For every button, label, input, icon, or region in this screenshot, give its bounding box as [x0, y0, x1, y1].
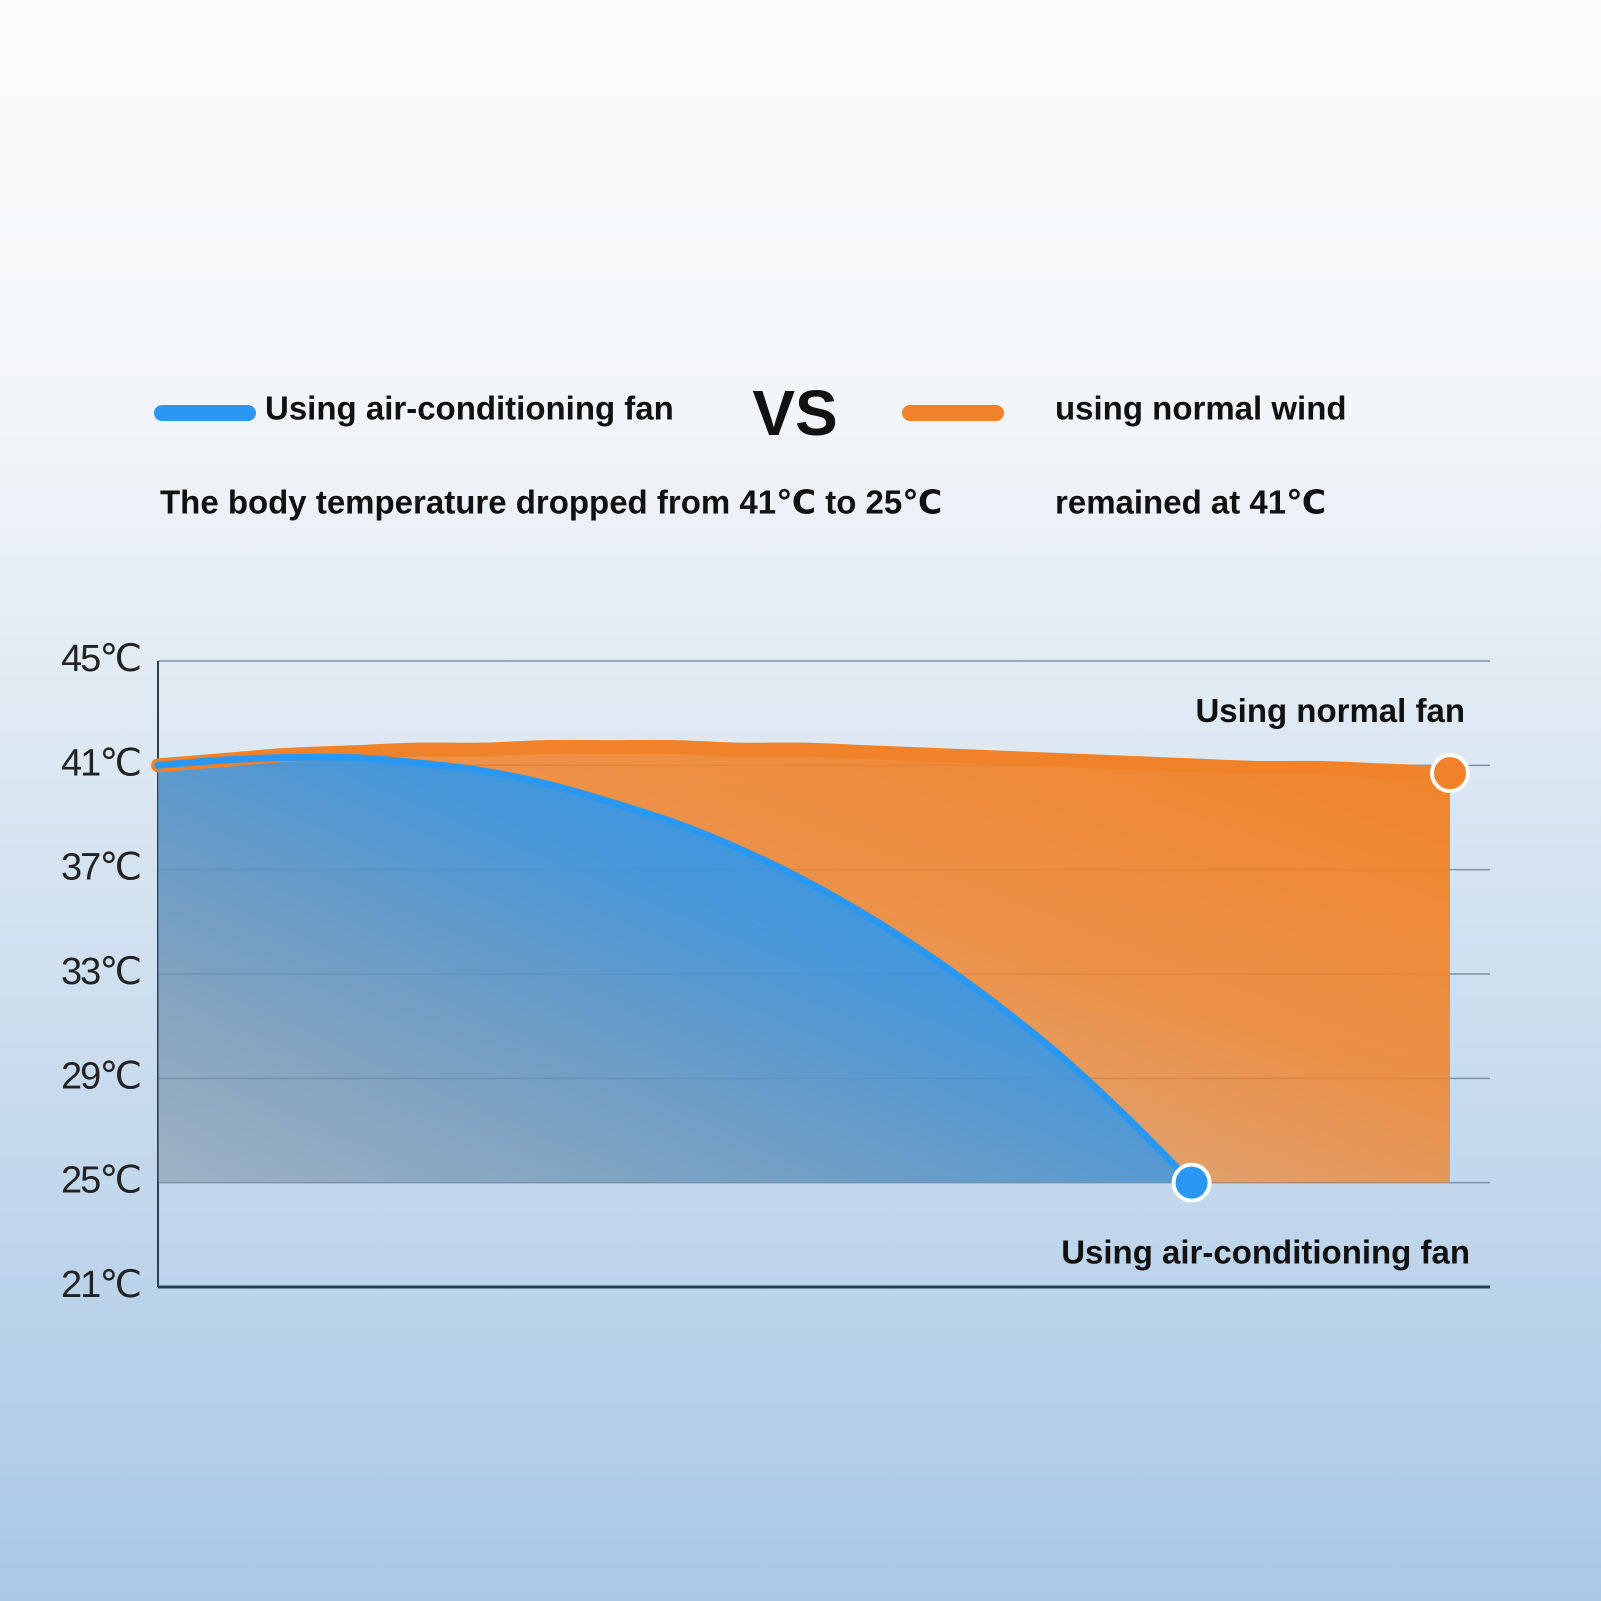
y-tick-label: 33℃: [61, 951, 140, 993]
end-marker: [1171, 1162, 1212, 1203]
end-marker: [1430, 753, 1470, 794]
y-tick-label: 29℃: [61, 1055, 140, 1097]
y-tick-label: 37℃: [61, 847, 140, 889]
legend-label: using normal wind: [1055, 390, 1347, 427]
y-tick-label: 25℃: [61, 1160, 140, 1202]
y-tick-label: 21℃: [61, 1264, 140, 1306]
line: [151, 739, 1457, 781]
vs-label: VS: [752, 377, 837, 449]
legend-label: Using air-conditioning fan: [265, 390, 674, 427]
y-tick-label: 41℃: [61, 742, 140, 784]
end-label: Using air-conditioning fan: [1061, 1233, 1470, 1270]
y-tick-label: 45℃: [61, 638, 140, 680]
area: [158, 757, 1192, 1183]
end-label: Using normal fan: [1195, 692, 1465, 729]
line: [154, 753, 1196, 1187]
series-summary: remained at 41℃: [1055, 484, 1326, 521]
series-summary: The body temperature dropped from 41℃ to…: [160, 484, 942, 521]
